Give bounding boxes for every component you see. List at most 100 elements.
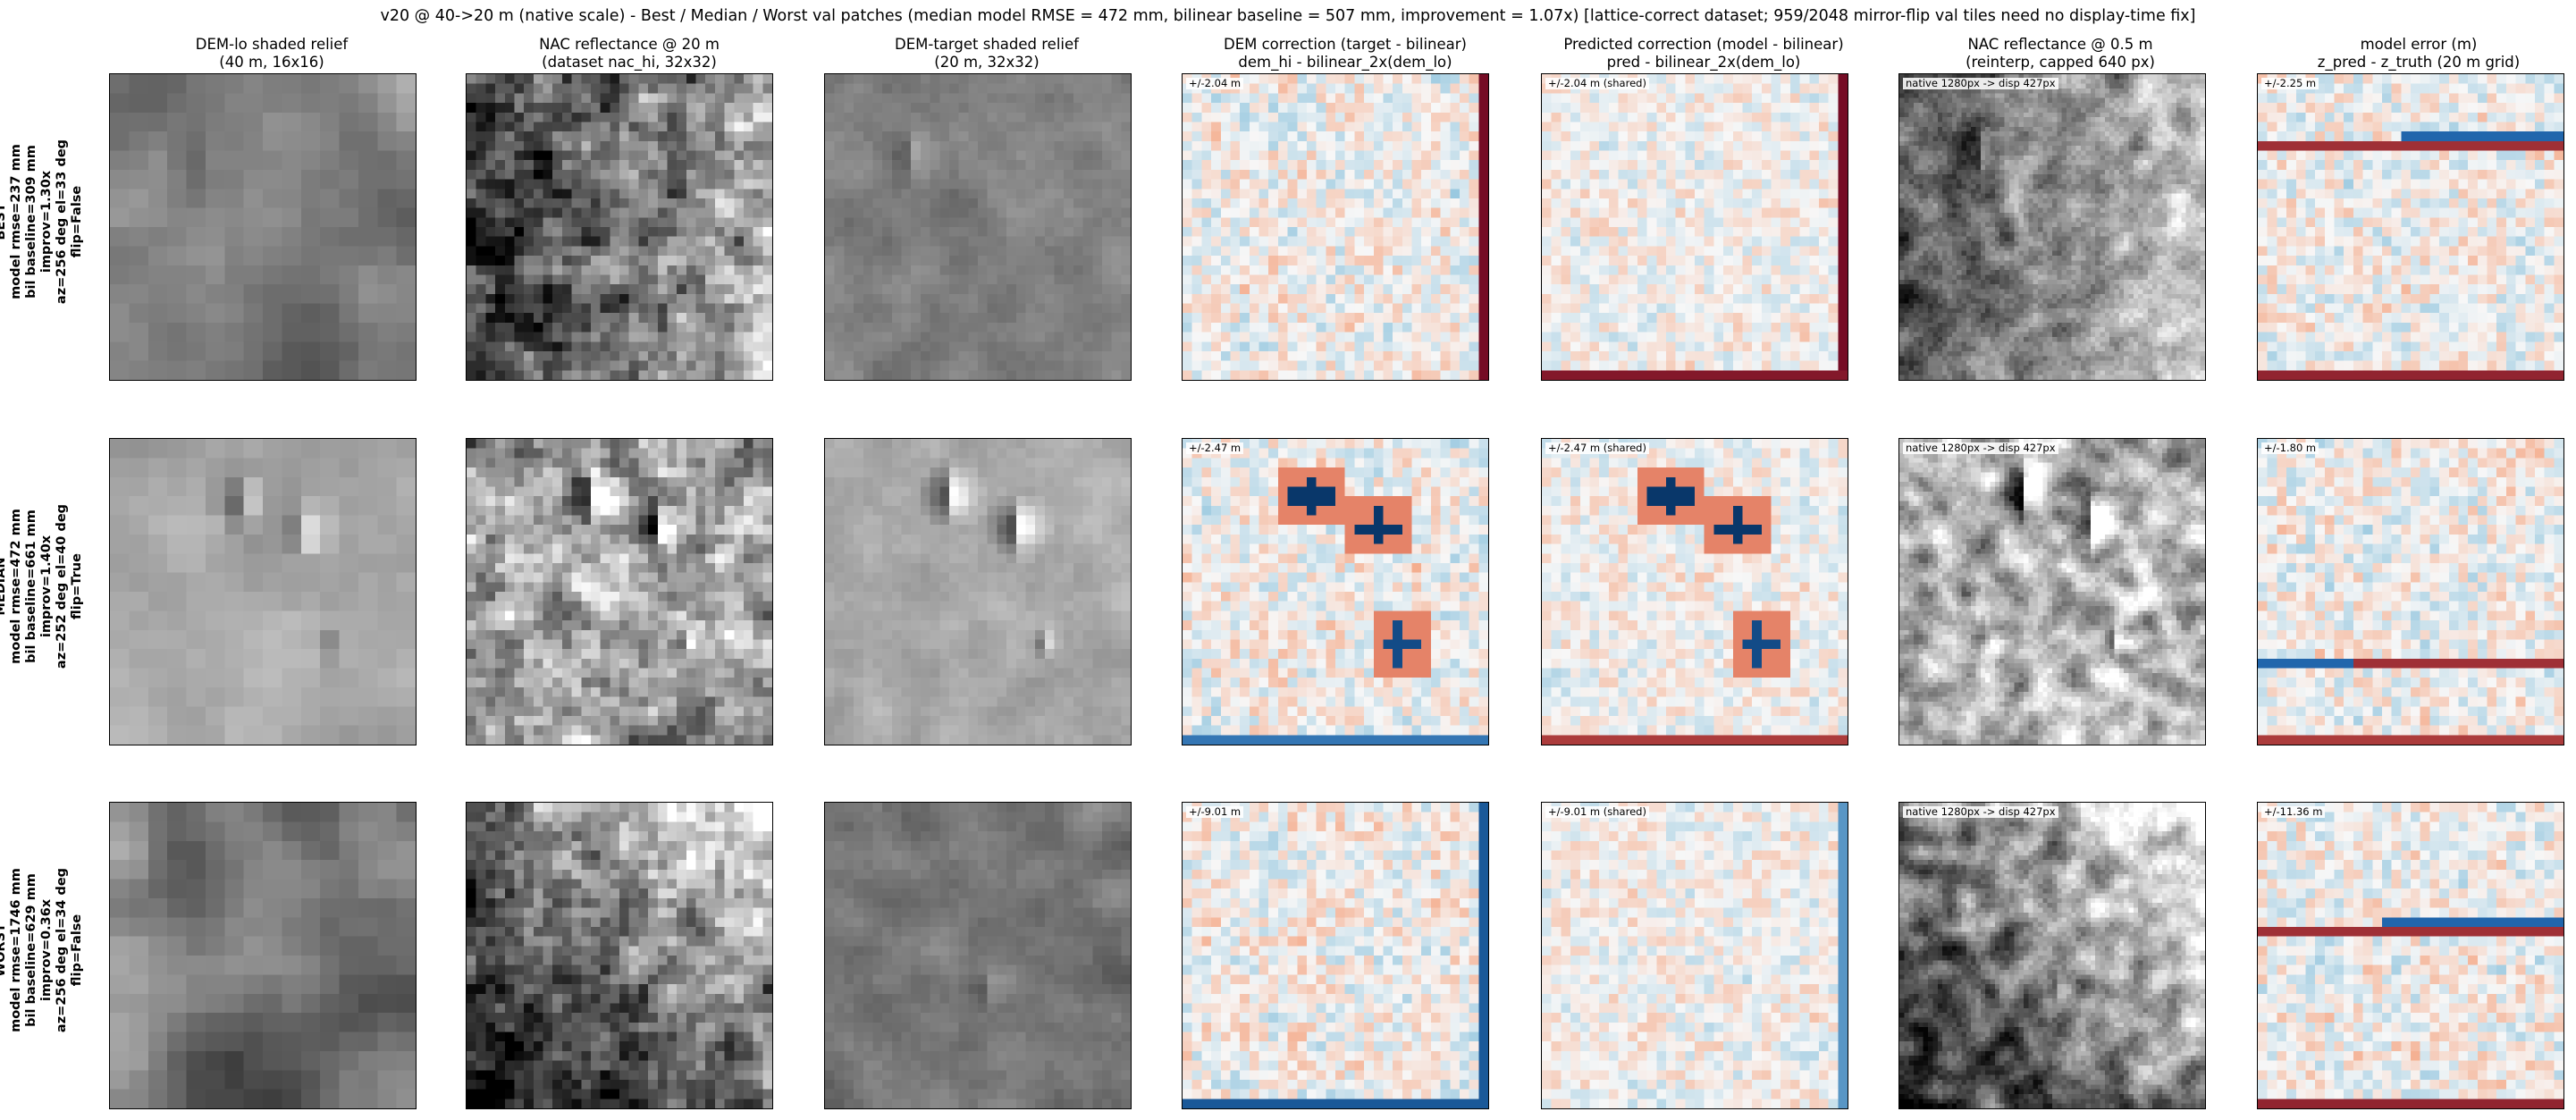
heatmap-cell bbox=[1259, 332, 1269, 342]
heatmap-cell bbox=[753, 179, 763, 189]
heatmap-cell bbox=[1628, 274, 1638, 285]
heatmap-cell bbox=[1015, 74, 1027, 85]
heatmap-cell bbox=[1685, 122, 1696, 132]
heatmap-cell bbox=[1230, 360, 1241, 371]
heatmap-cell bbox=[1771, 83, 1781, 94]
heatmap-cell bbox=[1771, 322, 1781, 333]
heatmap-cell bbox=[300, 227, 321, 247]
heatmap-cell bbox=[667, 160, 678, 171]
heatmap-cell bbox=[734, 122, 745, 132]
heatmap-cell bbox=[695, 169, 706, 181]
heatmap-cell bbox=[2018, 74, 2025, 80]
heatmap-cell bbox=[638, 83, 649, 94]
heatmap-cell bbox=[939, 112, 950, 123]
heatmap-cell bbox=[1818, 150, 1830, 161]
heatmap-cell bbox=[1478, 217, 1488, 228]
heatmap-cell bbox=[1469, 140, 1479, 152]
heatmap-cell bbox=[1704, 322, 1714, 333]
heatmap-cell bbox=[263, 207, 282, 228]
heatmap-cell bbox=[495, 74, 506, 85]
heatmap-cell bbox=[485, 112, 496, 123]
heatmap-cell bbox=[1918, 117, 1924, 123]
heatmap-cell bbox=[1789, 93, 1801, 104]
heatmap-cell bbox=[1761, 284, 1772, 295]
heatmap-cell bbox=[958, 189, 969, 199]
heatmap-cell bbox=[1628, 313, 1638, 324]
heatmap-cell bbox=[1742, 332, 1753, 342]
heatmap-cell bbox=[1191, 236, 1202, 247]
heatmap-cell bbox=[714, 313, 726, 324]
heatmap-cell bbox=[1608, 122, 1620, 132]
heatmap-cell bbox=[581, 360, 592, 371]
heatmap-cell bbox=[1579, 332, 1591, 342]
heatmap-cell bbox=[600, 322, 610, 333]
heatmap-cell bbox=[1838, 246, 1848, 257]
heatmap-cell bbox=[495, 370, 506, 380]
heatmap-cell bbox=[476, 217, 486, 228]
heatmap-cell bbox=[2018, 103, 2025, 108]
heatmap-cell bbox=[1440, 227, 1451, 238]
heatmap-cell bbox=[1259, 122, 1269, 132]
heatmap-cell bbox=[854, 284, 864, 295]
heatmap-cell bbox=[1742, 341, 1753, 352]
heatmap-cell bbox=[1035, 93, 1046, 104]
heatmap-cell bbox=[686, 227, 697, 238]
heatmap-cell bbox=[1818, 284, 1830, 295]
heatmap-cell bbox=[1306, 256, 1317, 266]
heatmap-cell bbox=[1723, 74, 1734, 85]
heatmap-cell bbox=[1240, 265, 1250, 276]
heatmap-cell bbox=[1665, 350, 1677, 362]
heatmap-cell bbox=[1249, 179, 1260, 189]
heatmap-cell bbox=[543, 150, 553, 161]
heatmap-cell bbox=[1780, 122, 1791, 132]
heatmap-cell bbox=[1980, 93, 1986, 99]
heatmap-cell bbox=[1761, 198, 1772, 209]
heatmap-cell bbox=[1335, 93, 1346, 104]
heatmap-cell bbox=[1704, 313, 1714, 324]
heatmap-cell bbox=[978, 207, 989, 218]
heatmap-cell bbox=[834, 236, 845, 247]
heatmap-cell bbox=[1551, 293, 1562, 305]
heatmap-cell bbox=[958, 160, 969, 171]
heatmap-cell bbox=[628, 332, 639, 342]
heatmap-cell bbox=[825, 236, 836, 247]
heatmap-cell bbox=[1297, 198, 1308, 209]
heatmap-cell bbox=[147, 93, 168, 114]
heatmap-cell bbox=[552, 293, 563, 305]
heatmap-cell bbox=[1957, 74, 1963, 80]
heatmap-cell bbox=[186, 93, 206, 114]
heatmap-cell bbox=[1570, 150, 1581, 161]
heatmap-cell bbox=[1761, 189, 1772, 199]
heatmap-cell bbox=[1297, 179, 1308, 189]
heatmap-cell bbox=[2142, 74, 2149, 80]
heatmap-cell bbox=[600, 150, 610, 161]
heatmap-cell bbox=[571, 112, 582, 123]
heatmap-cell bbox=[1344, 227, 1355, 238]
heatmap-cell bbox=[1723, 360, 1734, 371]
heatmap-cell bbox=[1316, 207, 1326, 218]
heatmap-cell bbox=[1937, 74, 1943, 80]
heatmap-cell bbox=[1306, 284, 1317, 295]
heatmap-cell bbox=[1828, 246, 1839, 257]
heatmap-cell bbox=[911, 303, 922, 314]
heatmap-cell bbox=[1393, 370, 1403, 380]
heatmap-cell bbox=[476, 74, 486, 85]
heatmap-cell bbox=[901, 341, 912, 352]
heatmap-cell bbox=[590, 350, 602, 362]
heatmap-cell bbox=[1450, 103, 1461, 114]
heatmap-cell bbox=[2176, 79, 2182, 85]
heatmap-cell bbox=[1249, 217, 1260, 228]
heatmap-cell bbox=[1092, 227, 1103, 238]
heatmap-cell bbox=[1780, 112, 1791, 123]
heatmap-cell bbox=[1469, 236, 1479, 247]
heatmap-cell bbox=[657, 370, 669, 380]
heatmap-cell bbox=[543, 360, 553, 371]
heatmap-cell bbox=[1599, 284, 1610, 295]
heatmap-cell bbox=[1025, 150, 1036, 161]
heatmap-cell bbox=[825, 246, 836, 257]
heatmap-cell bbox=[834, 313, 845, 324]
heatmap-cell bbox=[467, 150, 477, 161]
heatmap-cell bbox=[1121, 227, 1131, 238]
heatmap-cell bbox=[911, 256, 922, 266]
heatmap-cell bbox=[1287, 341, 1298, 352]
